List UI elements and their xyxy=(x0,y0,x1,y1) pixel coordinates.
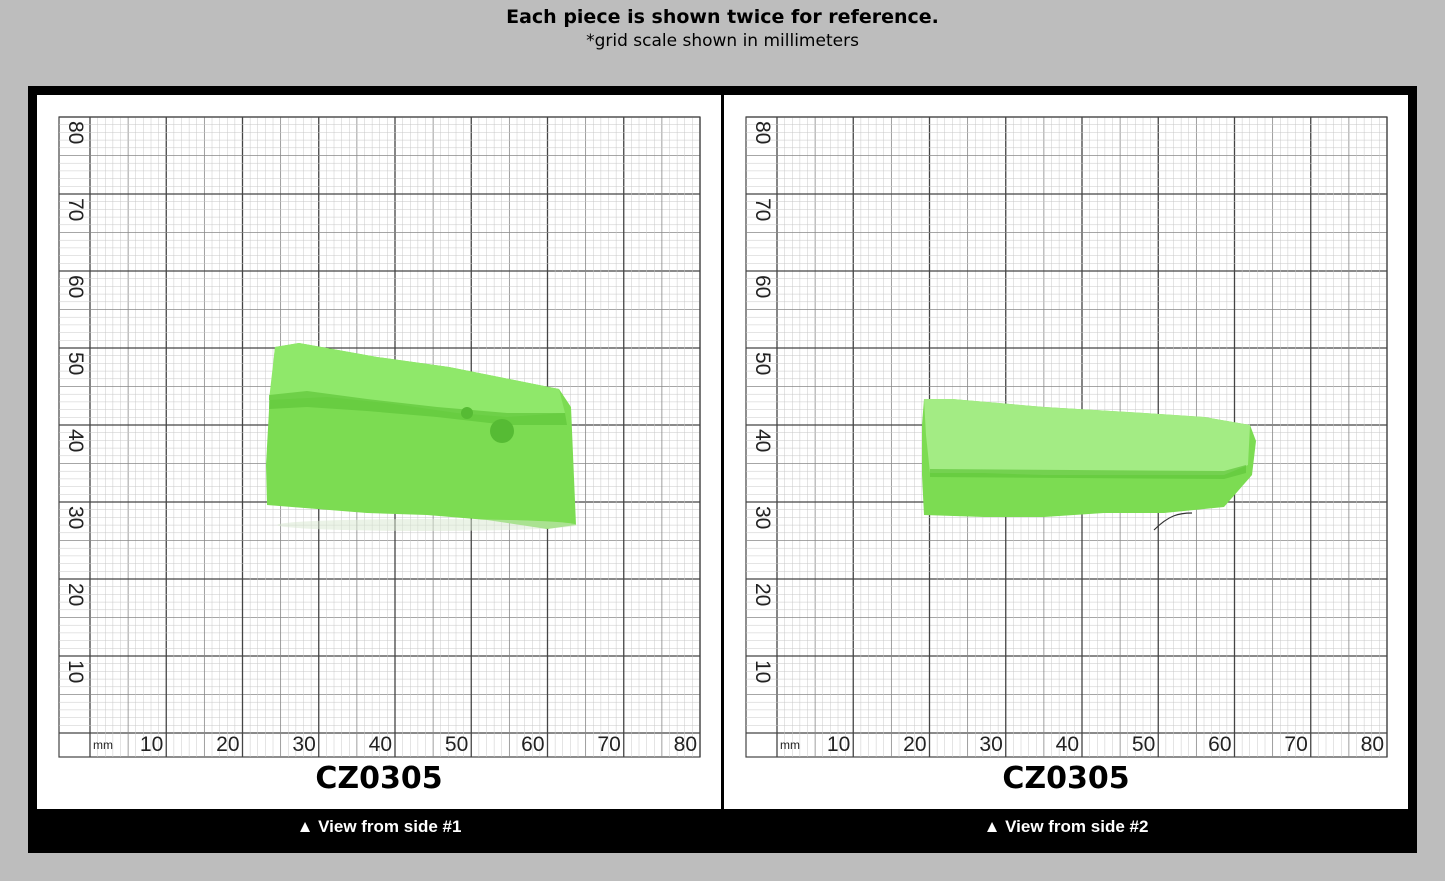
mm-grid: mm 10 20 30 40 50 60 70 80 10 20 30 40 50 60 70 80 xyxy=(745,116,1388,758)
x-tick-label: 40 xyxy=(369,733,392,756)
stone-edge-chips xyxy=(269,391,567,425)
x-tick-label: 10 xyxy=(827,733,850,756)
stone-top-facet xyxy=(924,399,1250,475)
caption-side-1: ▲ View from side #1 xyxy=(296,817,462,836)
x-tick-label: 30 xyxy=(979,733,1002,756)
y-tick-label: 50 xyxy=(751,352,774,375)
stone-shadow xyxy=(277,519,577,531)
y-tick-label: 60 xyxy=(64,275,87,298)
x-tick-label: 80 xyxy=(674,733,697,756)
y-tick-label: 70 xyxy=(751,198,774,221)
y-tick-label: 80 xyxy=(751,121,774,144)
panel-side-2: mm 10 20 30 40 50 60 70 80 10 20 30 40 50 60 70 80 CZ030… xyxy=(724,95,1408,809)
x-tick-label: 30 xyxy=(292,733,315,756)
y-tick-label: 20 xyxy=(751,583,774,606)
y-tick-label: 40 xyxy=(64,429,87,452)
x-tick-label: 70 xyxy=(1284,733,1307,756)
y-tick-label: 30 xyxy=(751,506,774,529)
stone-inclusion xyxy=(461,407,473,419)
image-frame: mm 10 20 30 40 50 60 70 80 10 20 30 40 50 60 70 80 CZ030… xyxy=(28,86,1417,853)
y-tick-label: 80 xyxy=(64,121,87,144)
x-tick-label: 60 xyxy=(1208,733,1231,756)
unit-label: mm xyxy=(93,738,113,752)
x-tick-label: 60 xyxy=(521,733,544,756)
y-tick-label: 30 xyxy=(64,506,87,529)
stone-inclusion xyxy=(490,419,514,443)
y-tick-label: 20 xyxy=(64,583,87,606)
mm-grid: mm 10 20 30 40 50 60 70 80 10 20 30 40 50 60 70 80 xyxy=(58,116,701,758)
x-tick-label: 70 xyxy=(597,733,620,756)
panel-side-1: mm 10 20 30 40 50 60 70 80 10 20 30 40 50 60 70 80 CZ030… xyxy=(37,95,721,809)
caption-side-2: ▲ View from side #2 xyxy=(983,817,1149,836)
x-tick-label: 80 xyxy=(1361,733,1384,756)
stone-side-1 xyxy=(266,343,577,531)
y-tick-label: 10 xyxy=(751,660,774,683)
x-tick-label: 50 xyxy=(1132,733,1155,756)
y-tick-label: 70 xyxy=(64,198,87,221)
header: Each piece is shown twice for reference.… xyxy=(0,4,1445,52)
stone-code: CZ0305 xyxy=(1002,761,1130,796)
y-tick-label: 50 xyxy=(64,352,87,375)
stone-code: CZ0305 xyxy=(315,761,443,796)
stone-edge-line xyxy=(930,465,1246,479)
x-tick-label: 40 xyxy=(1056,733,1079,756)
x-tick-label: 20 xyxy=(903,733,926,756)
y-tick-label: 60 xyxy=(751,275,774,298)
stone-side-2 xyxy=(922,399,1256,531)
y-tick-label: 40 xyxy=(751,429,774,452)
x-tick-label: 10 xyxy=(140,733,163,756)
unit-label: mm xyxy=(780,738,800,752)
x-tick-label: 20 xyxy=(216,733,239,756)
stone-hair-mark xyxy=(1153,512,1193,531)
x-tick-label: 50 xyxy=(445,733,468,756)
header-title: Each piece is shown twice for reference. xyxy=(506,6,939,28)
y-tick-label: 10 xyxy=(64,660,87,683)
header-subtitle: *grid scale shown in millimeters xyxy=(586,31,859,51)
